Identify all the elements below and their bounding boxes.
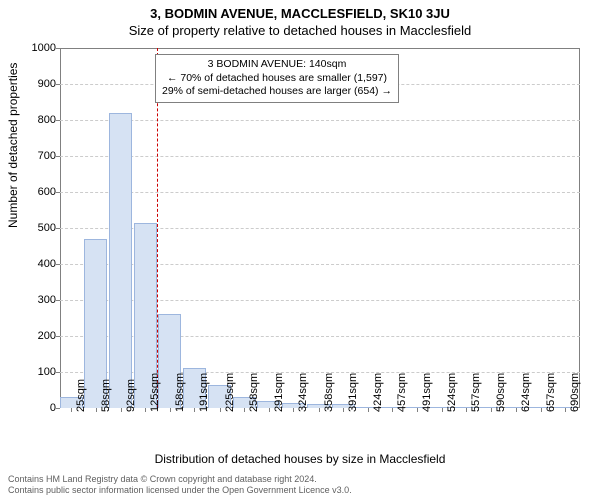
annotation-line-3: 29% of semi-detached houses are larger (… — [162, 85, 392, 99]
x-tick-label: 590sqm — [495, 373, 507, 412]
x-tick-mark — [442, 408, 443, 412]
footer-line-1: Contains HM Land Registry data © Crown c… — [8, 474, 352, 485]
x-tick-label: 524sqm — [446, 373, 458, 412]
x-tick-label: 92sqm — [125, 379, 137, 412]
x-tick-mark — [368, 408, 369, 412]
x-tick-mark — [293, 408, 294, 412]
x-tick-label: 324sqm — [297, 373, 309, 412]
y-tick-mark — [56, 120, 60, 121]
chart-subtitle: Size of property relative to detached ho… — [0, 21, 600, 38]
x-tick-mark — [71, 408, 72, 412]
y-tick-label: 1000 — [16, 42, 56, 54]
y-tick-mark — [56, 300, 60, 301]
gridline — [60, 156, 580, 157]
x-tick-mark — [343, 408, 344, 412]
y-tick-mark — [56, 192, 60, 193]
y-tick-label: 400 — [16, 258, 56, 270]
x-tick-mark — [491, 408, 492, 412]
annotation-line-1: 3 BODMIN AVENUE: 140sqm — [162, 58, 392, 72]
x-tick-mark — [220, 408, 221, 412]
x-tick-label: 358sqm — [323, 373, 335, 412]
x-tick-label: 191sqm — [198, 373, 210, 412]
x-axis-label: Distribution of detached houses by size … — [0, 452, 600, 466]
footer-line-2: Contains public sector information licen… — [8, 485, 352, 496]
x-tick-mark — [194, 408, 195, 412]
x-tick-mark — [565, 408, 566, 412]
annotation-line-2: ← 70% of detached houses are smaller (1,… — [162, 72, 392, 86]
plot-area: 3 BODMIN AVENUE: 140sqm← 70% of detached… — [60, 48, 580, 408]
x-tick-label: 624sqm — [520, 373, 532, 412]
footer-attribution: Contains HM Land Registry data © Crown c… — [8, 474, 352, 497]
y-tick-mark — [56, 156, 60, 157]
x-tick-mark — [269, 408, 270, 412]
x-tick-mark — [417, 408, 418, 412]
x-tick-mark — [96, 408, 97, 412]
y-tick-mark — [56, 408, 60, 409]
y-tick-label: 100 — [16, 366, 56, 378]
x-tick-mark — [121, 408, 122, 412]
x-tick-label: 258sqm — [248, 373, 260, 412]
chart-container: 3, BODMIN AVENUE, MACCLESFIELD, SK10 3JU… — [0, 0, 600, 500]
x-tick-mark — [145, 408, 146, 412]
y-tick-label: 200 — [16, 330, 56, 342]
x-tick-label: 557sqm — [470, 373, 482, 412]
x-tick-mark — [244, 408, 245, 412]
x-tick-label: 125sqm — [149, 373, 161, 412]
x-tick-label: 457sqm — [396, 373, 408, 412]
chart-title-address: 3, BODMIN AVENUE, MACCLESFIELD, SK10 3JU — [0, 0, 600, 21]
x-tick-label: 391sqm — [347, 373, 359, 412]
x-tick-mark — [466, 408, 467, 412]
x-tick-label: 291sqm — [273, 373, 285, 412]
gridline — [60, 120, 580, 121]
y-tick-mark — [56, 48, 60, 49]
x-tick-mark — [319, 408, 320, 412]
y-tick-label: 600 — [16, 186, 56, 198]
gridline — [60, 192, 580, 193]
x-tick-label: 657sqm — [545, 373, 557, 412]
y-tick-mark — [56, 228, 60, 229]
x-tick-mark — [541, 408, 542, 412]
y-tick-mark — [56, 336, 60, 337]
y-tick-label: 0 — [16, 402, 56, 414]
x-tick-label: 424sqm — [372, 373, 384, 412]
x-tick-label: 58sqm — [100, 379, 112, 412]
x-tick-label: 225sqm — [224, 373, 236, 412]
y-tick-mark — [56, 84, 60, 85]
y-tick-label: 900 — [16, 78, 56, 90]
y-tick-mark — [56, 264, 60, 265]
annotation-box: 3 BODMIN AVENUE: 140sqm← 70% of detached… — [155, 54, 399, 103]
x-tick-label: 25sqm — [75, 379, 87, 412]
y-tick-label: 700 — [16, 150, 56, 162]
y-tick-label: 300 — [16, 294, 56, 306]
x-tick-label: 491sqm — [421, 373, 433, 412]
x-tick-mark — [392, 408, 393, 412]
histogram-bar — [109, 113, 132, 408]
x-tick-label: 158sqm — [174, 373, 186, 412]
y-tick-label: 500 — [16, 222, 56, 234]
x-tick-mark — [170, 408, 171, 412]
y-tick-label: 800 — [16, 114, 56, 126]
y-tick-mark — [56, 372, 60, 373]
x-tick-mark — [516, 408, 517, 412]
x-tick-label: 690sqm — [569, 373, 581, 412]
